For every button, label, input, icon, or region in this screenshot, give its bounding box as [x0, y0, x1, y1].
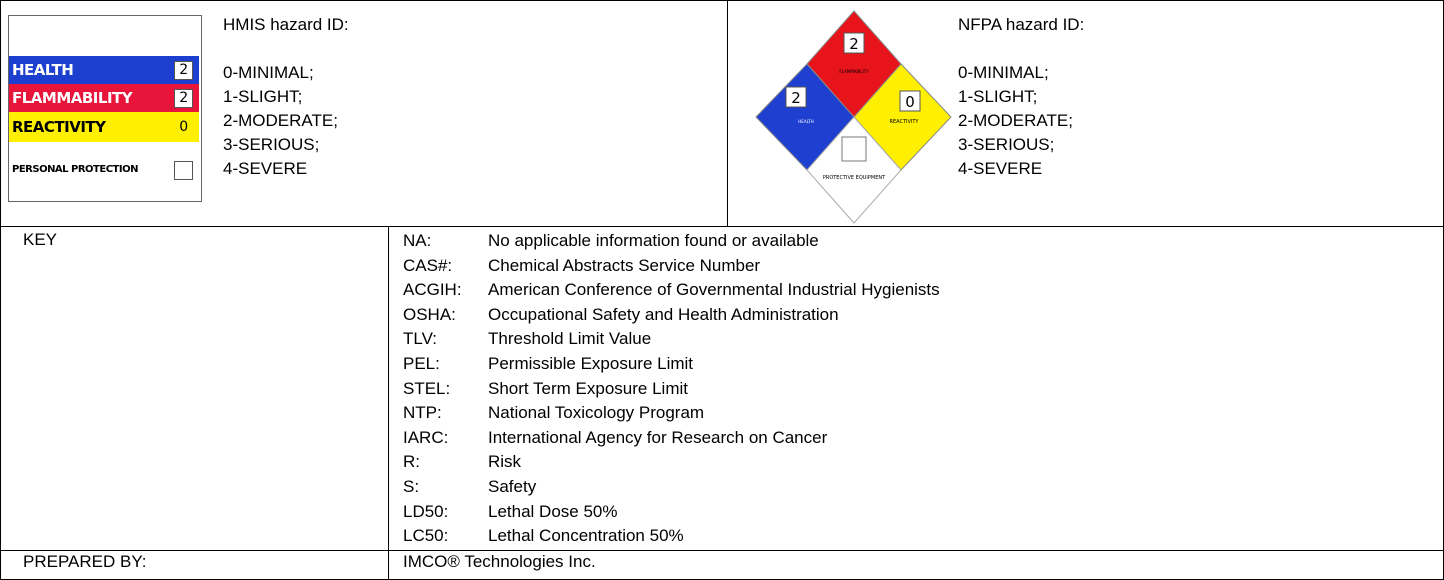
key-meaning: Occupational Safety and Health Administr… [488, 304, 839, 324]
rating-box [843, 32, 865, 54]
key-abbr: S: [403, 476, 420, 496]
key-meaning: No applicable information found or avail… [488, 231, 819, 250]
row-rating: 2 [174, 89, 193, 108]
scale-item: 4-SEVERE [958, 159, 1043, 178]
flammability-name: FLAMMABILITY [839, 69, 869, 74]
row-rating: 0 [174, 118, 193, 137]
nfpa-text: NFPA hazard ID: 0-MINIMAL; 1-SLIGHT; 2-MOD… [958, 13, 1084, 181]
key-entry: LD50: Lethal Dose 50% [403, 500, 940, 525]
key-entry: CAS#: Chemical Abstracts Service Number [403, 254, 940, 279]
nfpa-diamond: 2 FLAMMABILITY 2 HEALTH 0 REACTIVITY PRO… [755, 10, 952, 224]
key-abbr: IARC: [403, 427, 449, 447]
nfpa-title: NFPA hazard ID: [958, 15, 1085, 34]
scale-item: 2-MODERATE; [223, 111, 338, 130]
key-abbr: NA: [403, 231, 432, 250]
key-abbr: OSHA: [403, 304, 456, 324]
key-label: KEY [23, 230, 58, 249]
row-name: PERSONAL PROTECTION [12, 164, 138, 175]
key-abbr: STEL: [403, 378, 451, 398]
prepared-value: IMCO® Technologies Inc. [403, 552, 596, 571]
key-entry: TLV: Threshold Limit Value [403, 327, 940, 352]
key-meaning: Chemical Abstracts Service Number [488, 255, 761, 275]
key-entry: S: Safety [403, 475, 940, 500]
nfpa-scale: 0-MINIMAL; 1-SLIGHT; 2-MODERATE; 3-SERIOUS;… [958, 61, 1084, 181]
hmis-row: REACTIVITY 0 [9, 112, 199, 142]
key-meaning: International Agency for Research on Can… [488, 427, 828, 447]
reactivity-name: REACTIVITY [890, 119, 920, 125]
prepared-label-cell: PREPARED BY: [0, 550, 389, 580]
key-label-cell: KEY [0, 226, 389, 551]
scale-item: 0-MINIMAL; [958, 63, 1049, 82]
key-entry: R: Risk [403, 450, 940, 475]
key-abbr: ACGIH: [403, 280, 462, 300]
key-list: NA: No applicable information found or av… [403, 229, 940, 549]
key-abbr: R: [403, 452, 420, 472]
key-meaning: Lethal Concentration 50% [488, 526, 684, 546]
special-name: PROTECTIVE EQUIPMENT [823, 175, 886, 181]
key-meaning: Safety [488, 476, 537, 496]
health-rating: 2 [791, 89, 801, 107]
special-quadrant [806, 116, 902, 224]
hmis-scale: 0-MINIMAL; 1-SLIGHT; 2-MODERATE; 3-SERIOUS;… [223, 61, 349, 181]
scale-item: 4-SEVERE [223, 159, 308, 178]
key-meaning: Permissible Exposure Limit [488, 353, 694, 373]
hmis-row: PERSONAL PROTECTION [9, 142, 199, 202]
key-abbr: CAS#: [403, 255, 453, 275]
scale-item: 1-SLIGHT; [223, 87, 303, 106]
row-rating: 2 [174, 61, 193, 80]
scale-item: 3-SERIOUS; [223, 135, 320, 154]
key-meaning: American Conference of Governmental Indu… [488, 280, 940, 300]
rating-box [785, 86, 807, 108]
reactivity-rating: 0 [905, 93, 915, 111]
scale-item: 2-MODERATE; [958, 111, 1073, 130]
key-meaning: National Toxicology Program [488, 403, 705, 423]
key-entry: ACGIH: American Conference of Governmenta… [403, 278, 940, 303]
key-entry: NA: No applicable information found or av… [403, 229, 940, 254]
key-abbr: LD50: [403, 501, 449, 521]
key-entry: PEL: Permissible Exposure Limit [403, 352, 940, 377]
scale-item: 3-SERIOUS; [958, 135, 1055, 154]
nfpa-cell: 2 FLAMMABILITY 2 HEALTH 0 REACTIVITY PRO… [727, 0, 1444, 227]
row-name: REACTIVITY [12, 118, 106, 136]
hmis-row: FLAMMABILITY 2 [9, 84, 199, 112]
hmis-cell: HEALTH 2 FLAMMABILITY 2 REACTIVITY 0 PERSON… [0, 0, 728, 227]
prepared-value-cell: IMCO® Technologies Inc. [388, 550, 1444, 580]
hmis-label: HEALTH 2 FLAMMABILITY 2 REACTIVITY 0 PERSON… [8, 15, 202, 202]
prepared-label: PREPARED BY: [23, 552, 147, 571]
key-abbr: NTP: [403, 403, 442, 423]
key-abbr: LC50: [403, 526, 449, 546]
key-entry: IARC: International Agency for Research o… [403, 426, 940, 451]
key-abbr: TLV: [403, 329, 438, 349]
key-meaning: Risk [488, 452, 522, 472]
key-entry: NTP: National Toxicology Program [403, 401, 940, 426]
rating-box [899, 90, 921, 112]
special-box [841, 136, 867, 162]
scale-item: 1-SLIGHT; [958, 87, 1038, 106]
key-abbr: PEL: [403, 353, 440, 373]
flammability-rating: 2 [849, 35, 859, 53]
row-name: HEALTH [12, 61, 74, 79]
hmis-row: HEALTH 2 [9, 56, 199, 84]
row-name: FLAMMABILITY [12, 89, 133, 107]
key-entry: OSHA: Occupational Safety and Health Admi… [403, 303, 940, 328]
scale-item: 0-MINIMAL; [223, 63, 314, 82]
row-rating-box [174, 161, 193, 180]
key-meaning: Lethal Dose 50% [488, 501, 618, 521]
key-meaning: Threshold Limit Value [488, 329, 652, 349]
key-entries-cell: NA: No applicable information found or av… [388, 226, 1444, 551]
health-name: HEALTH [798, 119, 813, 124]
key-meaning: Short Term Exposure Limit [488, 378, 688, 398]
hmis-text: HMIS hazard ID: 0-MINIMAL; 1-SLIGHT; 2-MOD… [223, 13, 349, 181]
hmis-title: HMIS hazard ID: [223, 15, 349, 34]
key-entry: LC50: Lethal Concentration 50% [403, 524, 940, 549]
key-entry: STEL: Short Term Exposure Limit [403, 377, 940, 402]
